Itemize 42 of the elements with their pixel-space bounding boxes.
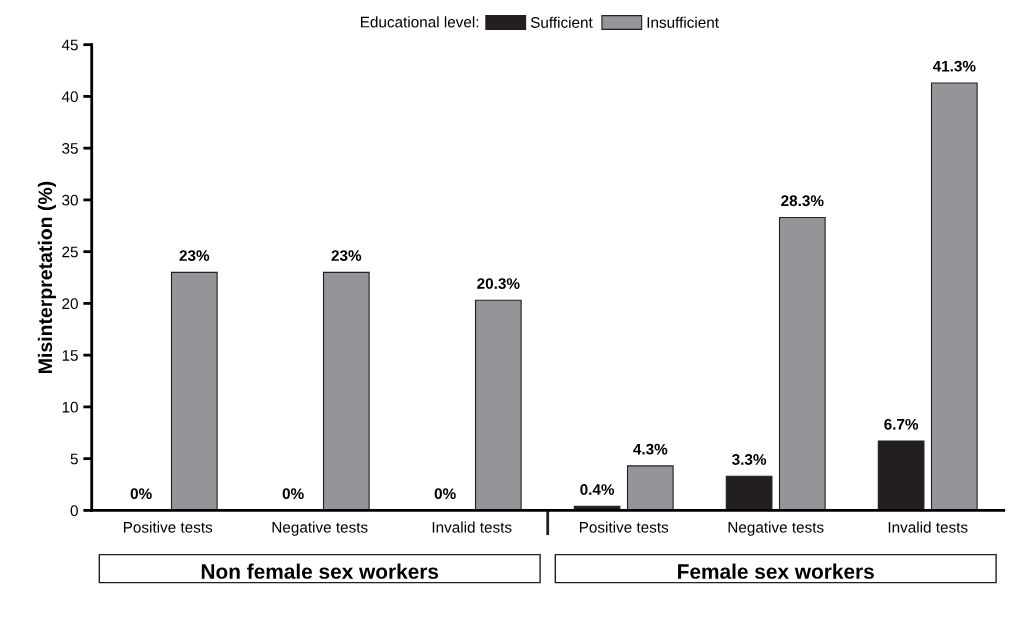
bar [322,271,370,511]
y-tick-label: 35 [62,143,78,154]
x-tick-label: Negative tests [272,521,368,536]
bar [725,475,773,511]
x-tick-label: Invalid tests [432,521,512,533]
y-tick-label: 0 [70,505,78,517]
x-tick-label: Positive tests [579,521,669,533]
x-tick-label: Positive tests [123,521,213,533]
text: Non female sex workers [201,563,439,579]
bar [877,440,925,511]
data-label: 28.3% [781,195,824,207]
text: Female sex workers [678,563,874,579]
legend-title: Educational level: [361,16,479,28]
y-tick-label: 15 [62,350,78,361]
data-label: 0.4% [580,484,615,495]
y-tick-label: 10 [62,401,78,413]
y-axis-title: Misinterpretation (%) [37,181,56,373]
x-tick-label: Invalid tests [888,521,968,533]
y-tick-label: 5 [70,453,78,465]
y-tick-label: 30 [62,194,78,206]
data-label: 20.3% [477,278,520,289]
data-label: 41.3% [932,60,976,72]
data-label: 0% [434,488,456,500]
data-label: 0% [282,488,304,500]
x-tick-label: Negative tests [728,521,824,536]
bar [778,216,826,511]
data-label: 4.3% [633,443,668,455]
y-tick-label: 25 [62,246,78,258]
bar [474,299,522,511]
data-label: 23% [331,250,362,262]
y-tick-label: 20 [62,298,78,310]
data-label: 3.3% [732,454,767,465]
bar [930,82,978,511]
y-tick-label: 45 [61,39,78,51]
bar [626,465,674,511]
data-label: 0% [130,488,152,500]
data-label: 23% [179,250,210,262]
legend-label: Insufficient [647,16,719,28]
legend-label: Sufficient [530,16,593,28]
data-label: 6.7% [884,418,919,430]
y-tick-label: 40 [61,91,78,103]
bar [170,271,218,511]
